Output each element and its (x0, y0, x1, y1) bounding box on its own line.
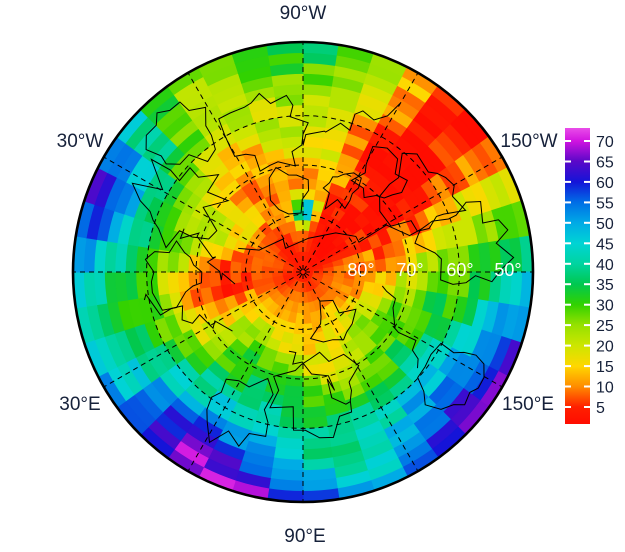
svg-text:90°E: 90°E (284, 526, 325, 547)
svg-text:70°: 70° (396, 260, 423, 280)
svg-text:50: 50 (596, 216, 614, 233)
svg-text:10: 10 (596, 380, 614, 397)
svg-text:65: 65 (596, 155, 614, 172)
svg-text:150°W: 150°W (500, 131, 557, 152)
svg-text:15: 15 (596, 359, 614, 376)
svg-text:60°: 60° (446, 260, 473, 280)
svg-text:40: 40 (596, 257, 614, 274)
svg-text:25: 25 (596, 318, 614, 335)
svg-text:30°E: 30°E (59, 394, 100, 415)
svg-text:20: 20 (596, 339, 614, 356)
svg-text:60: 60 (596, 175, 614, 192)
svg-text:55: 55 (596, 195, 614, 212)
svg-text:30: 30 (596, 298, 614, 315)
svg-text:30°W: 30°W (57, 131, 104, 152)
svg-text:150°E: 150°E (502, 394, 554, 415)
svg-text:45: 45 (596, 236, 614, 253)
svg-text:70: 70 (596, 134, 614, 151)
svg-text:50°: 50° (494, 260, 521, 280)
svg-text:35: 35 (596, 277, 614, 294)
svg-text:90°W: 90°W (280, 3, 327, 24)
svg-text:5: 5 (596, 400, 605, 417)
svg-text:80°: 80° (347, 260, 374, 280)
